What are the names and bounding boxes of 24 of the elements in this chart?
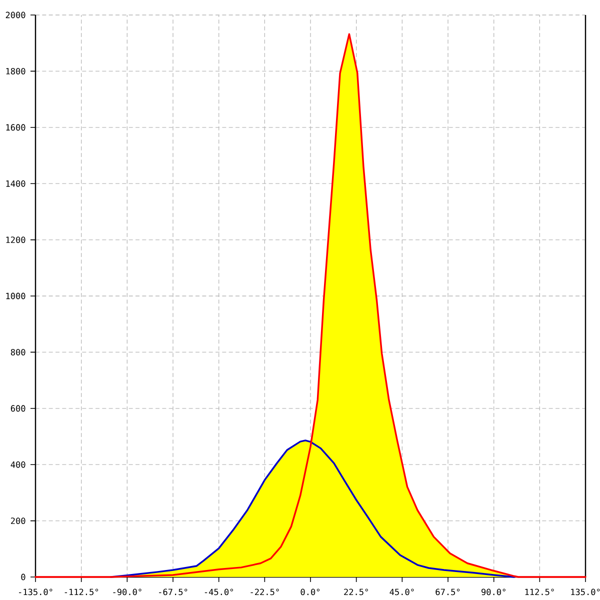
x-tick-label: 135.0° <box>571 588 600 596</box>
y-tick-label: 1800 <box>6 68 26 74</box>
y-tick-label: 600 <box>10 405 26 412</box>
y-tick-label: 400 <box>10 461 26 468</box>
x-tick-label: -135.0° <box>19 588 52 596</box>
y-tick-label: 200 <box>11 518 26 524</box>
x-tick-label: -90.0° <box>113 588 142 596</box>
y-tick-label: 1600 <box>6 124 26 131</box>
y-tick-label: 2000 <box>6 12 26 18</box>
x-tick-label: 90.0° <box>482 588 506 596</box>
x-tick-label: 67.5° <box>436 588 460 596</box>
x-tick-label: 0.0° <box>300 588 320 596</box>
y-tick-label: 1000 <box>6 292 26 300</box>
x-tick-label: 112.5° <box>525 588 554 596</box>
y-tick-label: 1400 <box>6 180 26 187</box>
y-tick-label: 0 <box>21 574 26 580</box>
x-tick-label: -112.5° <box>64 588 98 596</box>
x-tick-label: -67.5° <box>159 588 188 596</box>
x-tick-label: -45.0° <box>204 588 233 596</box>
x-tick-label: -22.5° <box>250 588 279 596</box>
x-tick-label: 22.5° <box>344 588 368 596</box>
y-tick-label: 800 <box>10 348 26 356</box>
x-tick-label: 45.0° <box>390 588 414 596</box>
y-tick-label: 1200 <box>6 236 26 244</box>
